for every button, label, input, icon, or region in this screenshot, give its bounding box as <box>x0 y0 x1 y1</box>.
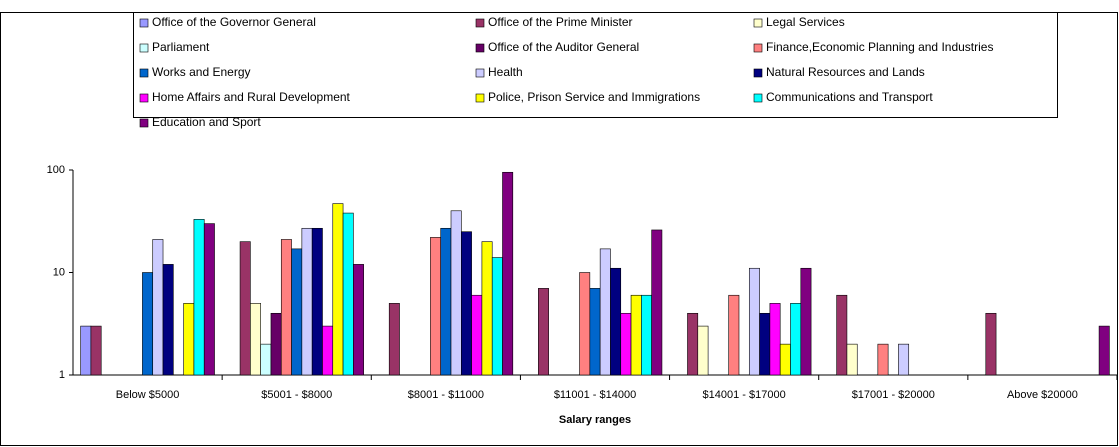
bar <box>800 267 812 376</box>
y-tick-label: 100 <box>47 164 65 176</box>
x-tick-label: $5001 - $8000 <box>261 389 332 401</box>
bar <box>491 257 503 376</box>
legend-swatch <box>139 118 149 128</box>
bar <box>142 272 154 376</box>
bar <box>769 303 781 376</box>
bar <box>332 203 344 376</box>
bar <box>203 223 215 376</box>
bar <box>985 312 997 376</box>
bar <box>301 227 313 376</box>
legend-label: Police, Prison Service and Immigrations <box>488 90 700 104</box>
bar <box>322 325 334 376</box>
x-tick-label: $14001 - $17000 <box>703 389 786 401</box>
bar <box>779 343 791 376</box>
legend-swatch <box>475 43 485 53</box>
legend-label: Health <box>488 65 523 79</box>
bar <box>450 210 462 376</box>
bar <box>152 239 164 376</box>
bar <box>280 239 292 376</box>
x-tick-label: Above $20000 <box>1007 389 1078 401</box>
bar <box>1098 325 1110 376</box>
bar <box>440 227 452 376</box>
bar <box>846 343 858 376</box>
bar <box>728 294 740 376</box>
bar <box>193 219 205 376</box>
bar <box>183 303 195 376</box>
bar <box>599 248 611 376</box>
bar <box>579 272 591 376</box>
bar <box>687 312 699 376</box>
legend-swatch <box>753 68 763 78</box>
y-tick-label: 10 <box>53 266 65 278</box>
y-tick-label: 1 <box>59 369 65 381</box>
x-tick-label: Below $5000 <box>116 389 180 401</box>
legend-box <box>133 12 1058 118</box>
legend-label: Home Affairs and Rural Development <box>152 90 351 104</box>
bar <box>651 229 663 376</box>
bar <box>270 312 282 376</box>
legend-swatch <box>475 93 485 103</box>
x-axis-title: Salary ranges <box>559 414 631 426</box>
bar <box>641 294 652 376</box>
bar <box>481 241 493 376</box>
bar <box>239 241 251 376</box>
legend-swatch <box>139 93 149 103</box>
legend-swatch <box>139 18 149 28</box>
legend-swatch <box>753 43 763 53</box>
bar <box>461 231 472 376</box>
bar <box>250 303 261 376</box>
bar <box>260 343 272 376</box>
bar <box>610 267 622 376</box>
legend-label: Finance,Economic Planning and Industries <box>766 40 993 54</box>
legend-label: Education and Sport <box>152 115 261 129</box>
x-tick-label: $17001 - $20000 <box>852 389 935 401</box>
legend-swatch <box>139 68 149 78</box>
legend-label: Parliament <box>152 40 210 54</box>
bar <box>538 288 549 376</box>
bar <box>630 294 642 376</box>
bar <box>697 325 709 376</box>
legend-swatch <box>475 18 485 28</box>
bar <box>759 312 771 376</box>
x-tick-label: $8001 - $11000 <box>408 389 484 401</box>
legend-label: Natural Resources and Lands <box>766 65 925 79</box>
bar <box>162 264 174 376</box>
bar <box>877 343 889 376</box>
bar <box>836 294 848 376</box>
legend-swatch <box>753 93 763 103</box>
legend-label: Office of the Auditor General <box>488 40 639 54</box>
bar <box>748 267 760 376</box>
bar <box>430 237 442 376</box>
legend-label: Legal Services <box>766 15 845 29</box>
bar <box>589 288 601 376</box>
bar <box>353 264 364 376</box>
bar <box>471 294 483 376</box>
legend-label: Communications and Transport <box>766 90 933 104</box>
legend-label: Office of the Governor General <box>152 15 316 29</box>
bar <box>790 303 802 376</box>
bar <box>90 325 102 376</box>
legend-swatch <box>753 18 763 28</box>
bar <box>898 343 910 376</box>
legend-swatch <box>139 43 149 53</box>
bar <box>311 227 323 376</box>
legend-label: Works and Energy <box>152 65 251 79</box>
legend-label: Office of the Prime Minister <box>488 15 633 29</box>
x-tick-label: $11001 - $14000 <box>554 389 636 401</box>
bar <box>502 171 514 376</box>
bar <box>620 312 632 376</box>
legend-swatch <box>475 68 485 78</box>
bar <box>291 248 303 376</box>
bar <box>80 325 92 376</box>
bar <box>388 303 400 376</box>
bar <box>342 212 354 376</box>
